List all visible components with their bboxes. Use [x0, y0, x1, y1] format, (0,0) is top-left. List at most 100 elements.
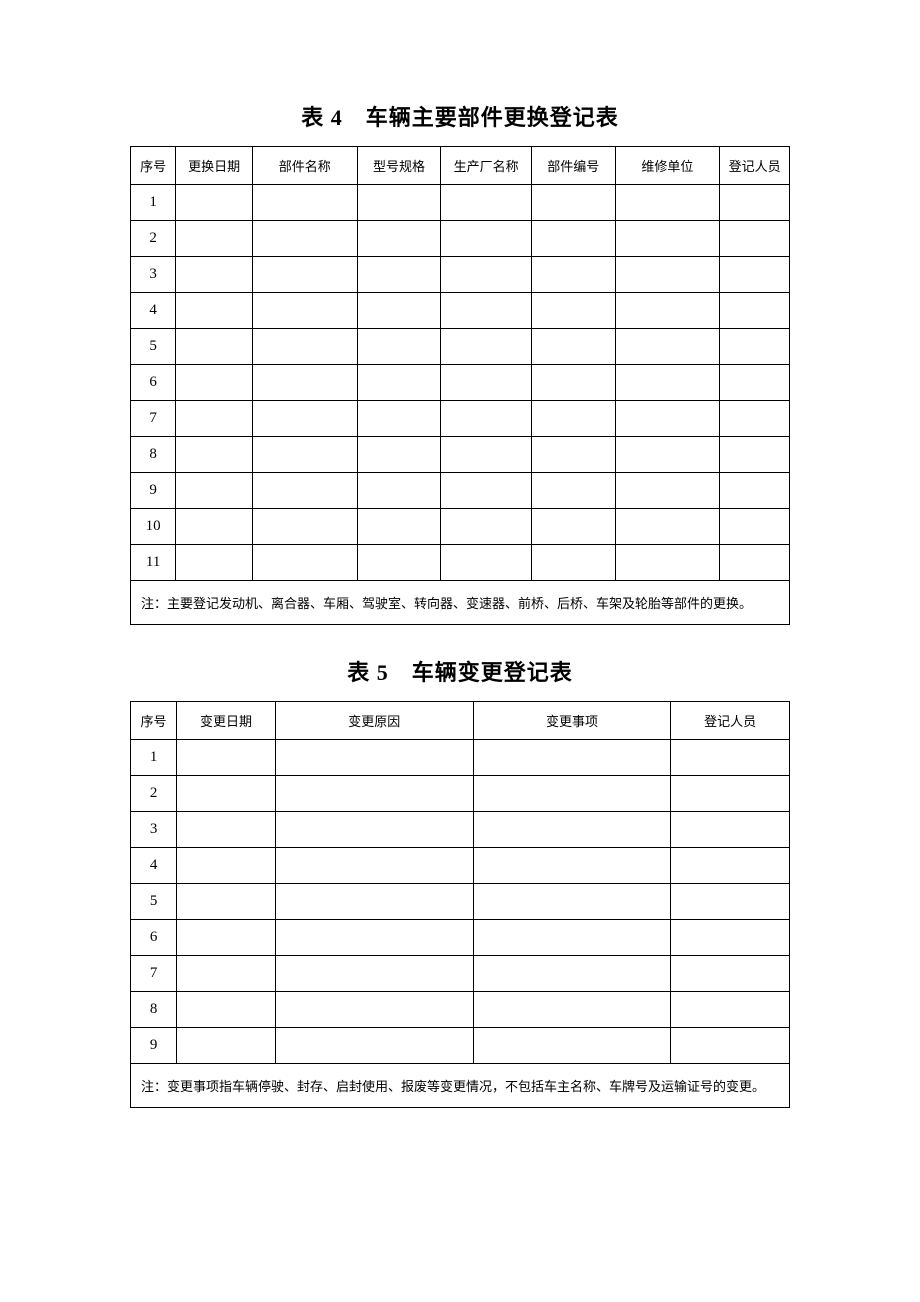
empty-cell — [473, 776, 671, 812]
empty-cell — [275, 992, 473, 1028]
empty-cell — [176, 509, 253, 545]
empty-cell — [720, 437, 790, 473]
column-header: 变更事项 — [473, 702, 671, 740]
empty-cell — [720, 185, 790, 221]
row-number: 7 — [131, 956, 177, 992]
empty-cell — [357, 509, 441, 545]
empty-cell — [357, 401, 441, 437]
empty-cell — [671, 884, 790, 920]
table4-body: 1234567891011 — [131, 185, 790, 581]
empty-cell — [253, 365, 358, 401]
empty-cell — [473, 848, 671, 884]
empty-cell — [357, 185, 441, 221]
table-row: 5 — [131, 884, 790, 920]
empty-cell — [531, 221, 615, 257]
empty-cell — [441, 545, 532, 581]
empty-cell — [357, 473, 441, 509]
empty-cell — [531, 473, 615, 509]
empty-cell — [253, 221, 358, 257]
empty-cell — [720, 365, 790, 401]
table-row: 11 — [131, 545, 790, 581]
table4-title: 表 4 车辆主要部件更换登记表 — [130, 100, 790, 132]
empty-cell — [615, 365, 720, 401]
column-header: 部件编号 — [531, 147, 615, 185]
empty-cell — [441, 509, 532, 545]
empty-cell — [671, 920, 790, 956]
empty-cell — [253, 293, 358, 329]
empty-cell — [615, 257, 720, 293]
empty-cell — [176, 293, 253, 329]
empty-cell — [177, 884, 276, 920]
table-row: 8 — [131, 437, 790, 473]
row-number: 11 — [131, 545, 176, 581]
empty-cell — [671, 992, 790, 1028]
table-row: 4 — [131, 848, 790, 884]
empty-cell — [720, 257, 790, 293]
column-header: 序号 — [131, 702, 177, 740]
empty-cell — [275, 884, 473, 920]
empty-cell — [720, 509, 790, 545]
empty-cell — [253, 401, 358, 437]
empty-cell — [531, 545, 615, 581]
empty-cell — [531, 365, 615, 401]
column-header: 变更日期 — [177, 702, 276, 740]
empty-cell — [176, 221, 253, 257]
empty-cell — [253, 545, 358, 581]
table-row: 6 — [131, 365, 790, 401]
table5-title: 表 5 车辆变更登记表 — [130, 655, 790, 687]
empty-cell — [720, 545, 790, 581]
empty-cell — [615, 545, 720, 581]
empty-cell — [720, 329, 790, 365]
empty-cell — [720, 473, 790, 509]
row-number: 2 — [131, 221, 176, 257]
column-header: 序号 — [131, 147, 176, 185]
column-header: 登记人员 — [671, 702, 790, 740]
empty-cell — [357, 437, 441, 473]
empty-cell — [275, 848, 473, 884]
empty-cell — [275, 1028, 473, 1064]
empty-cell — [615, 293, 720, 329]
row-number: 6 — [131, 920, 177, 956]
empty-cell — [473, 956, 671, 992]
empty-cell — [615, 509, 720, 545]
empty-cell — [671, 848, 790, 884]
empty-cell — [177, 776, 276, 812]
empty-cell — [357, 329, 441, 365]
table4-header: 序号更换日期部件名称型号规格生产厂名称部件编号维修单位登记人员 — [131, 147, 790, 185]
empty-cell — [615, 401, 720, 437]
row-number: 3 — [131, 257, 176, 293]
empty-cell — [177, 812, 276, 848]
empty-cell — [176, 401, 253, 437]
empty-cell — [441, 365, 532, 401]
empty-cell — [275, 920, 473, 956]
empty-cell — [275, 776, 473, 812]
row-number: 3 — [131, 812, 177, 848]
table-row: 2 — [131, 221, 790, 257]
table-row: 5 — [131, 329, 790, 365]
empty-cell — [176, 437, 253, 473]
empty-cell — [615, 437, 720, 473]
empty-cell — [531, 437, 615, 473]
empty-cell — [473, 1028, 671, 1064]
empty-cell — [671, 1028, 790, 1064]
empty-cell — [720, 221, 790, 257]
empty-cell — [531, 185, 615, 221]
column-header: 登记人员 — [720, 147, 790, 185]
empty-cell — [177, 740, 276, 776]
empty-cell — [473, 740, 671, 776]
empty-cell — [441, 293, 532, 329]
empty-cell — [671, 812, 790, 848]
empty-cell — [531, 257, 615, 293]
empty-cell — [176, 545, 253, 581]
row-number: 10 — [131, 509, 176, 545]
empty-cell — [473, 884, 671, 920]
empty-cell — [253, 473, 358, 509]
empty-cell — [357, 257, 441, 293]
empty-cell — [253, 509, 358, 545]
table5-header: 序号变更日期变更原因变更事项登记人员 — [131, 702, 790, 740]
empty-cell — [253, 437, 358, 473]
empty-cell — [671, 956, 790, 992]
table-row: 6 — [131, 920, 790, 956]
empty-cell — [176, 329, 253, 365]
row-number: 8 — [131, 437, 176, 473]
